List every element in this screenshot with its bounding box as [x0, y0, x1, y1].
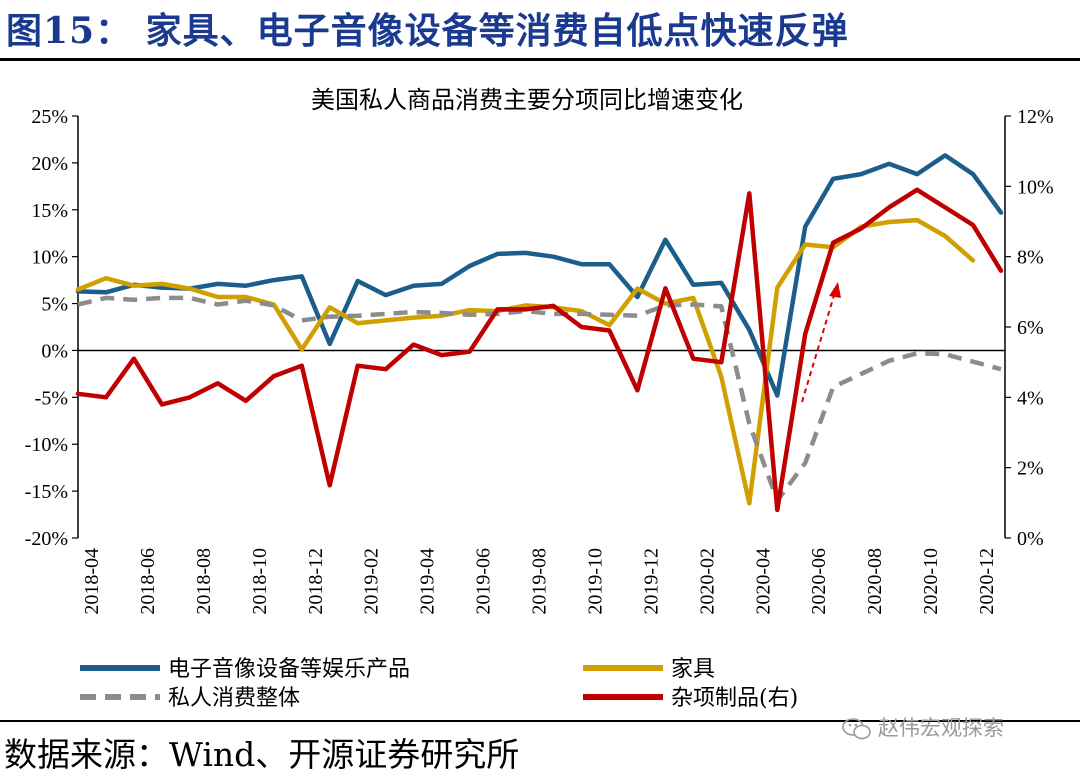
legend-label-misc: 杂项制品(右) [671, 686, 798, 711]
chart-title: 美国私人商品消费主要分项同比增速变化 [311, 86, 743, 114]
right-tick-label: 6% [1017, 317, 1044, 339]
x-tick-label: 2018-04 [81, 548, 103, 615]
right-tick-label: 0% [1017, 528, 1044, 550]
right-tick-label: 10% [1017, 176, 1054, 198]
left-tick-label: 20% [31, 153, 68, 175]
wechat-icon [842, 718, 871, 740]
x-tick-label: 2020-08 [864, 548, 886, 615]
left-tick-label: 5% [41, 294, 68, 316]
right-tick-label: 2% [1017, 458, 1044, 480]
left-tick-label: -20% [25, 528, 68, 550]
x-tick-label: 2018-10 [249, 548, 271, 615]
right-tick-label: 8% [1017, 247, 1044, 269]
rebound-arrow-head [829, 282, 841, 298]
x-tick-label: 2018-08 [193, 548, 215, 615]
series-line-electronics [75, 153, 1004, 398]
series-line-consumption [77, 295, 1002, 503]
x-tick-label: 2019-10 [584, 548, 606, 615]
line-chart: 美国私人商品消费主要分项同比增速变化 25% 20% 15% 10% 5% 0% -5% -10… [25, 86, 1054, 711]
x-tick-label: 2020-06 [808, 548, 830, 615]
source-note: 数据来源：Wind、开源证券研究所 [4, 735, 520, 774]
left-tick-label: 25% [31, 106, 68, 128]
right-tick-label: 12% [1017, 106, 1054, 128]
x-tick-label: 2019-04 [417, 548, 439, 615]
bottom-rule [0, 720, 1080, 722]
legend-label-electronics: 电子音像设备等娱乐产品 [168, 657, 410, 682]
x-tick-label: 2020-12 [976, 548, 998, 615]
legend-label-furniture: 家具 [671, 657, 715, 682]
x-tick-label: 2018-06 [137, 548, 159, 615]
left-tick-label: 10% [31, 247, 68, 269]
x-tick-label: 2019-06 [473, 548, 495, 615]
left-tick-label: -10% [25, 434, 68, 456]
figure-title: 图15： 家具、电子音像设备等消费自低点快速反弹 [6, 10, 849, 52]
left-tick-label: 0% [41, 340, 68, 362]
series-line-misc [75, 187, 1004, 513]
series-line-furniture [75, 217, 976, 506]
x-tick-label: 2020-10 [920, 548, 942, 615]
left-tick-label: -15% [25, 481, 68, 503]
right-tick-label: 4% [1017, 387, 1044, 409]
x-tick-label: 2019-12 [640, 548, 662, 615]
watermark: 赵伟宏观探索 [842, 712, 1004, 742]
x-tick-label: 2019-08 [529, 548, 551, 615]
x-tick-label: 2020-04 [752, 548, 774, 615]
top-rule [0, 58, 1080, 61]
watermark-text: 赵伟宏观探索 [878, 716, 1004, 740]
x-tick-label: 2018-12 [305, 548, 327, 615]
x-tick-label: 2020-02 [696, 548, 718, 615]
left-tick-label: 15% [31, 200, 68, 222]
x-tick-label: 2019-02 [361, 548, 383, 615]
legend-label-consumption: 私人消费整体 [168, 686, 300, 711]
rebound-arrow-line [801, 291, 836, 403]
left-tick-label: -5% [35, 387, 68, 409]
